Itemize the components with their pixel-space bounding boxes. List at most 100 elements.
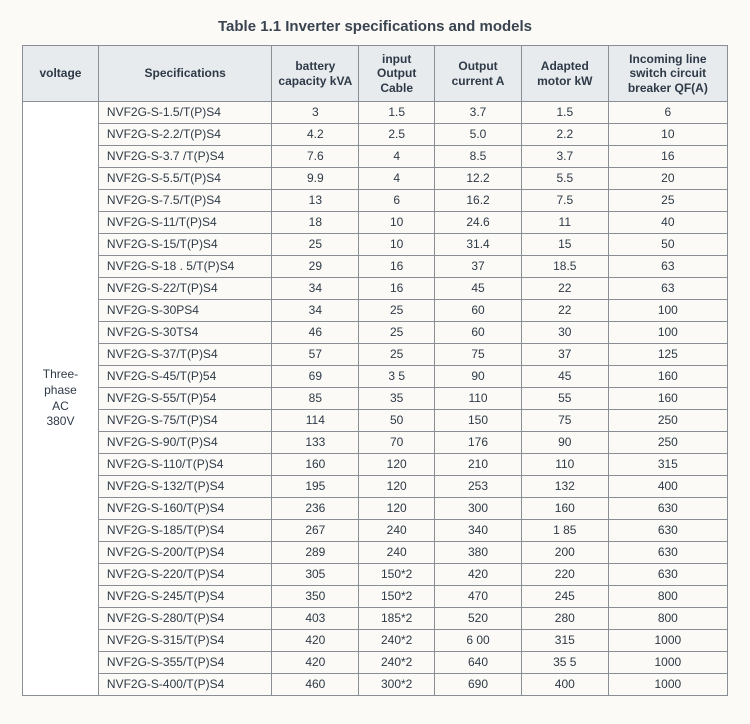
cell-spec: NVF2G-S-37/T(P)S4 [98,344,272,366]
cell-spec: NVF2G-S-245/T(P)S4 [98,586,272,608]
cell-motor: 132 [521,476,608,498]
cell-qfa: 40 [608,212,727,234]
cell-current: 150 [435,410,522,432]
cell-cable: 25 [359,322,435,344]
cell-cable: 70 [359,432,435,454]
table-row: NVF2G-S-90/T(P)S41337017690250 [23,432,728,454]
col-motor: Adapted motor kW [521,46,608,102]
cell-kva: 46 [272,322,359,344]
cell-spec: NVF2G-S-220/T(P)S4 [98,564,272,586]
cell-cable: 10 [359,212,435,234]
cell-cable: 35 [359,388,435,410]
cell-spec: NVF2G-S-1.5/T(P)S4 [98,102,272,124]
cell-cable: 150*2 [359,586,435,608]
inverter-spec-table: voltage Specifications battery capacity … [22,45,728,696]
cell-spec: NVF2G-S-45/T(P)54 [98,366,272,388]
cell-qfa: 100 [608,300,727,322]
cell-kva: 29 [272,256,359,278]
cell-qfa: 16 [608,146,727,168]
cell-motor: 11 [521,212,608,234]
cell-qfa: 315 [608,454,727,476]
cell-spec: NVF2G-S-2.2/T(P)S4 [98,124,272,146]
table-row: NVF2G-S-185/T(P)S42672403401 85630 [23,520,728,542]
table-row: NVF2G-S-30PS434256022100 [23,300,728,322]
cell-qfa: 160 [608,388,727,410]
cell-qfa: 63 [608,256,727,278]
cell-current: 24.6 [435,212,522,234]
cell-current: 380 [435,542,522,564]
cell-spec: NVF2G-S-200/T(P)S4 [98,542,272,564]
cell-qfa: 250 [608,432,727,454]
cell-motor: 37 [521,344,608,366]
cell-spec: NVF2G-S-160/T(P)S4 [98,498,272,520]
table-row: NVF2G-S-45/T(P)54693 59045160 [23,366,728,388]
cell-motor: 110 [521,454,608,476]
table-row: NVF2G-S-132/T(P)S4195120253132400 [23,476,728,498]
cell-kva: 114 [272,410,359,432]
cell-kva: 460 [272,674,359,696]
cell-motor: 1.5 [521,102,608,124]
cell-cable: 16 [359,256,435,278]
cell-qfa: 250 [608,410,727,432]
cell-kva: 85 [272,388,359,410]
table-row: NVF2G-S-55/T(P)54853511055160 [23,388,728,410]
cell-kva: 69 [272,366,359,388]
cell-kva: 3 [272,102,359,124]
cell-current: 176 [435,432,522,454]
cell-spec: NVF2G-S-280/T(P)S4 [98,608,272,630]
cell-kva: 305 [272,564,359,586]
cell-motor: 245 [521,586,608,608]
table-row: NVF2G-S-15/T(P)S4251031.41550 [23,234,728,256]
cell-spec: NVF2G-S-30PS4 [98,300,272,322]
cell-kva: 133 [272,432,359,454]
cell-cable: 240 [359,520,435,542]
cell-spec: NVF2G-S-110/T(P)S4 [98,454,272,476]
cell-cable: 240*2 [359,652,435,674]
table-row: NVF2G-S-18 . 5/T(P)S429163718.563 [23,256,728,278]
col-qfa: Incoming line switch circuit breaker QF(… [608,46,727,102]
cell-cable: 16 [359,278,435,300]
cell-spec: NVF2G-S-30TS4 [98,322,272,344]
cell-qfa: 1000 [608,652,727,674]
cell-current: 12.2 [435,168,522,190]
voltage-cell: Three-phaseAC380V [23,102,99,696]
cell-current: 37 [435,256,522,278]
cell-cable: 4 [359,168,435,190]
cell-kva: 236 [272,498,359,520]
cell-current: 16.2 [435,190,522,212]
table-row: NVF2G-S-245/T(P)S4350150*2470245800 [23,586,728,608]
cell-spec: NVF2G-S-185/T(P)S4 [98,520,272,542]
table-row: NVF2G-S-3.7 /T(P)S47.648.53.716 [23,146,728,168]
cell-cable: 120 [359,454,435,476]
cell-current: 640 [435,652,522,674]
cell-current: 45 [435,278,522,300]
cell-cable: 120 [359,476,435,498]
cell-current: 90 [435,366,522,388]
table-row: NVF2G-S-5.5/T(P)S49.9412.25.520 [23,168,728,190]
cell-cable: 240*2 [359,630,435,652]
cell-current: 690 [435,674,522,696]
table-row: NVF2G-S-280/T(P)S4403185*2520280800 [23,608,728,630]
cell-kva: 195 [272,476,359,498]
table-row: NVF2G-S-315/T(P)S4420240*26 003151000 [23,630,728,652]
cell-motor: 160 [521,498,608,520]
col-voltage: voltage [23,46,99,102]
cell-cable: 300*2 [359,674,435,696]
col-spec: Specifications [98,46,272,102]
cell-motor: 315 [521,630,608,652]
cell-qfa: 6 [608,102,727,124]
cell-current: 60 [435,322,522,344]
cell-kva: 420 [272,630,359,652]
cell-current: 253 [435,476,522,498]
cell-spec: NVF2G-S-315/T(P)S4 [98,630,272,652]
cell-current: 520 [435,608,522,630]
cell-spec: NVF2G-S-5.5/T(P)S4 [98,168,272,190]
cell-qfa: 800 [608,608,727,630]
cell-kva: 267 [272,520,359,542]
cell-motor: 200 [521,542,608,564]
cell-cable: 10 [359,234,435,256]
cell-motor: 18.5 [521,256,608,278]
cell-current: 470 [435,586,522,608]
cell-cable: 4 [359,146,435,168]
cell-qfa: 630 [608,498,727,520]
